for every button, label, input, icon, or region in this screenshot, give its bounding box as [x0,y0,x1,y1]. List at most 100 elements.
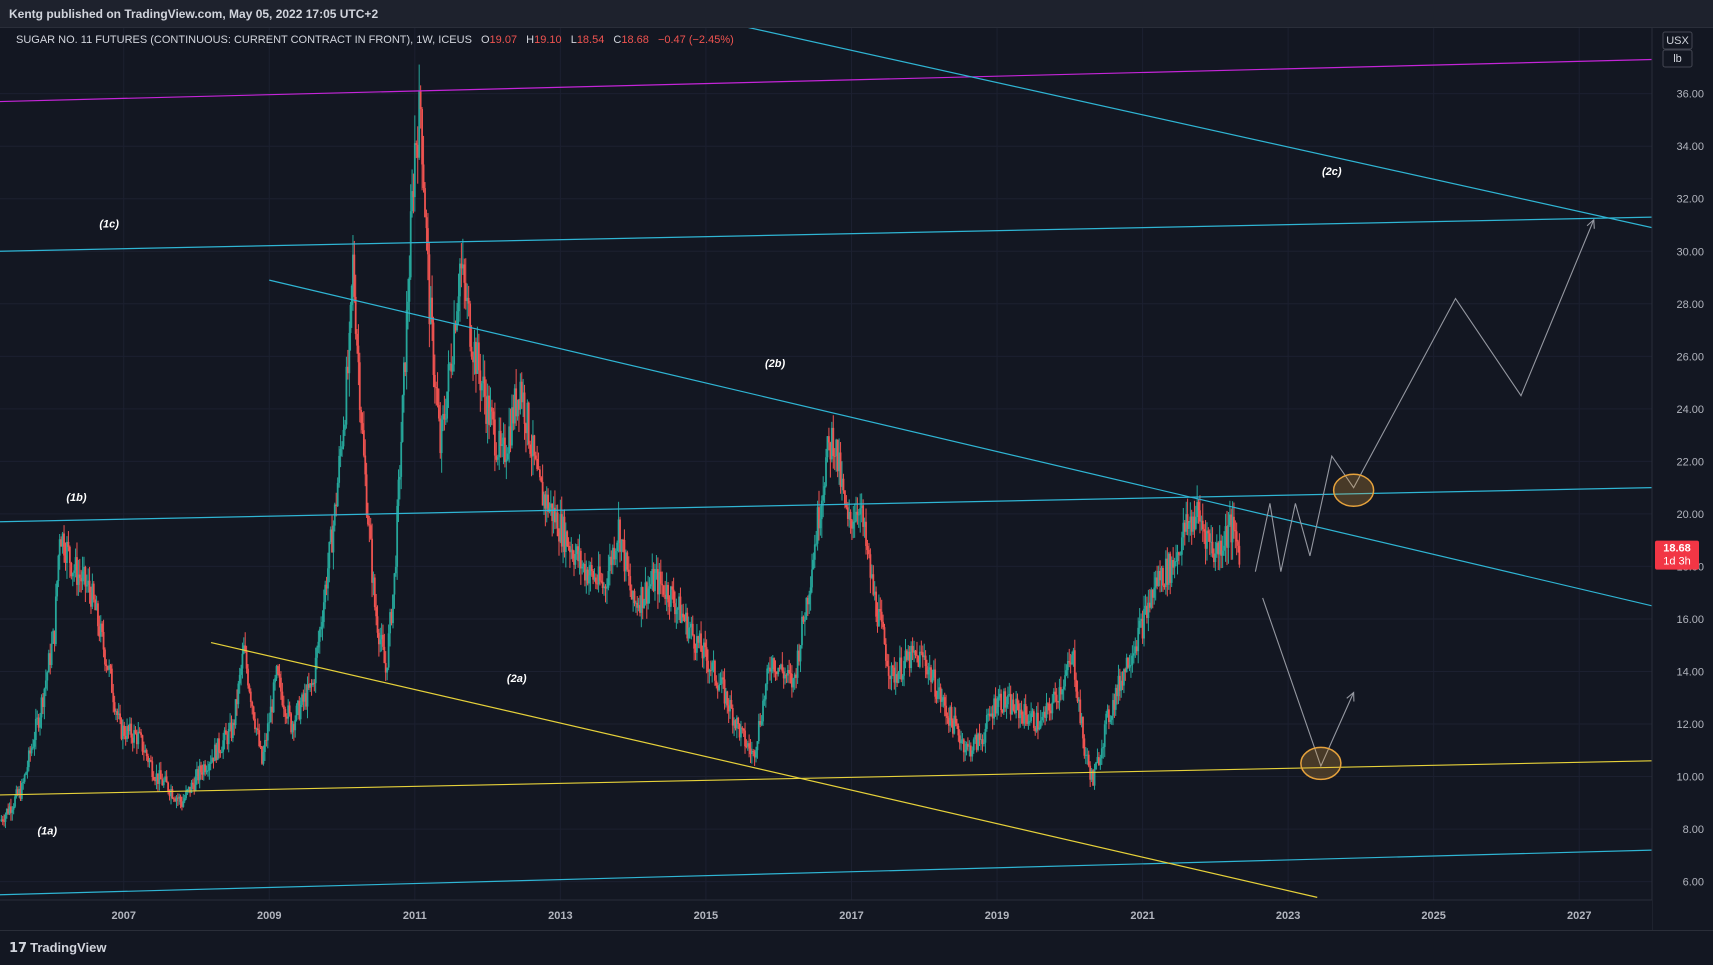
candle-body [338,455,341,483]
candle-body [194,776,197,791]
candle-body [144,750,147,753]
candle-body [818,507,820,529]
x-tick-label: 2023 [1276,910,1300,922]
candle-body [369,525,372,539]
candle-body [175,797,178,802]
candle-body [603,586,605,589]
candle-body [825,457,827,487]
publish-header: Kentg published on TradingView.com, May … [0,0,1713,28]
candle-body [56,581,59,597]
candle-body [1071,655,1073,665]
candle-body [207,770,209,772]
candle-body [354,296,357,334]
candle-body [962,739,965,753]
candle-body [1170,559,1173,583]
x-tick-label: 2013 [548,910,572,922]
currency-button[interactable]: USX [1662,31,1693,50]
candle-body [545,494,548,509]
candle-body [543,494,545,506]
candle-body [138,731,141,733]
candle-body [254,718,256,730]
candle-body [1026,714,1028,724]
candle-body [318,629,321,642]
candle-body [460,263,463,269]
candle-body [860,505,863,509]
candle-body [862,505,865,527]
candle-body [433,374,436,388]
y-tick-label: 26.00 [1676,351,1704,363]
candle-body [1012,699,1015,711]
y-tick-label: 14.00 [1676,666,1704,678]
candle-body [108,665,111,670]
candle-body [584,563,586,581]
candle-body [1120,680,1123,691]
annotations-layer: (1a) (1b) (1c) (2a) (2b) (2c) [38,166,1342,837]
candle-body [20,782,23,799]
candle-body [40,697,43,718]
candle-body [121,725,124,739]
candle-body [967,743,969,747]
candle-body [639,605,641,613]
wave-label: (1c) [99,219,119,231]
candle-body [1134,646,1137,654]
candle-body [429,297,432,325]
candle-body [849,511,852,521]
candle-body [1114,687,1117,710]
projection-path [1254,219,1595,572]
candle-body [202,764,205,775]
candle-body [560,514,563,547]
candle-body [918,651,921,667]
candle-body [137,731,140,745]
candle-body [592,570,595,580]
candle-body [247,668,249,686]
candle-body [499,430,502,446]
tradingview-logo[interactable]: 17 TradingView [9,940,106,956]
candle-body [564,531,567,553]
candle-body [1154,577,1157,588]
candle-body [540,477,543,482]
candle-body [808,594,811,605]
candle-body [379,639,382,645]
candle-body [790,673,793,688]
candle-body [835,439,838,457]
candle-body [1110,715,1113,720]
price-chart[interactable]: (1a) (1b) (1c) (2a) (2b) (2c) 6.00 8.00 10.00 12… [0,14,1713,930]
candle-body [745,746,748,748]
candle-body [627,569,630,577]
candle-body [1005,704,1008,708]
candle-body [444,418,447,420]
candle-body [523,392,526,424]
y-tick-label: 30.00 [1676,246,1704,258]
unit-button[interactable]: lb [1662,49,1693,68]
y-tick-label: 10.00 [1676,772,1704,784]
candle-body [604,586,607,589]
candle-body [643,600,645,608]
candle-body [678,596,680,609]
candle-body [1144,605,1147,609]
chart-area[interactable]: (1a) (1b) (1c) (2a) (2b) (2c) 6.00 8.00 10.00 12… [0,14,1713,930]
candle-body [855,511,857,522]
candle-body [463,264,466,283]
candle-body [520,381,523,403]
candle-body [990,713,993,717]
candle-body [680,613,683,623]
candle-body [291,723,294,733]
candle-body [119,713,121,720]
candle-body [307,684,310,688]
candle-body [1146,605,1148,618]
candle-body [34,718,37,741]
candle-body [277,666,279,674]
candle-body [1221,550,1224,556]
candle-body [1049,710,1052,714]
candle-body [718,685,720,691]
candle-body [401,395,404,442]
candle-body [887,666,890,676]
legend-change: −0.47 (−2.45%) [658,34,734,46]
candle-body [889,675,891,680]
y-tick-label: 20.00 [1676,509,1704,521]
candle-body [342,429,345,447]
candle-body [1137,627,1140,652]
candle-body [52,630,55,644]
candle-body [450,363,453,372]
candle-body [325,584,328,589]
